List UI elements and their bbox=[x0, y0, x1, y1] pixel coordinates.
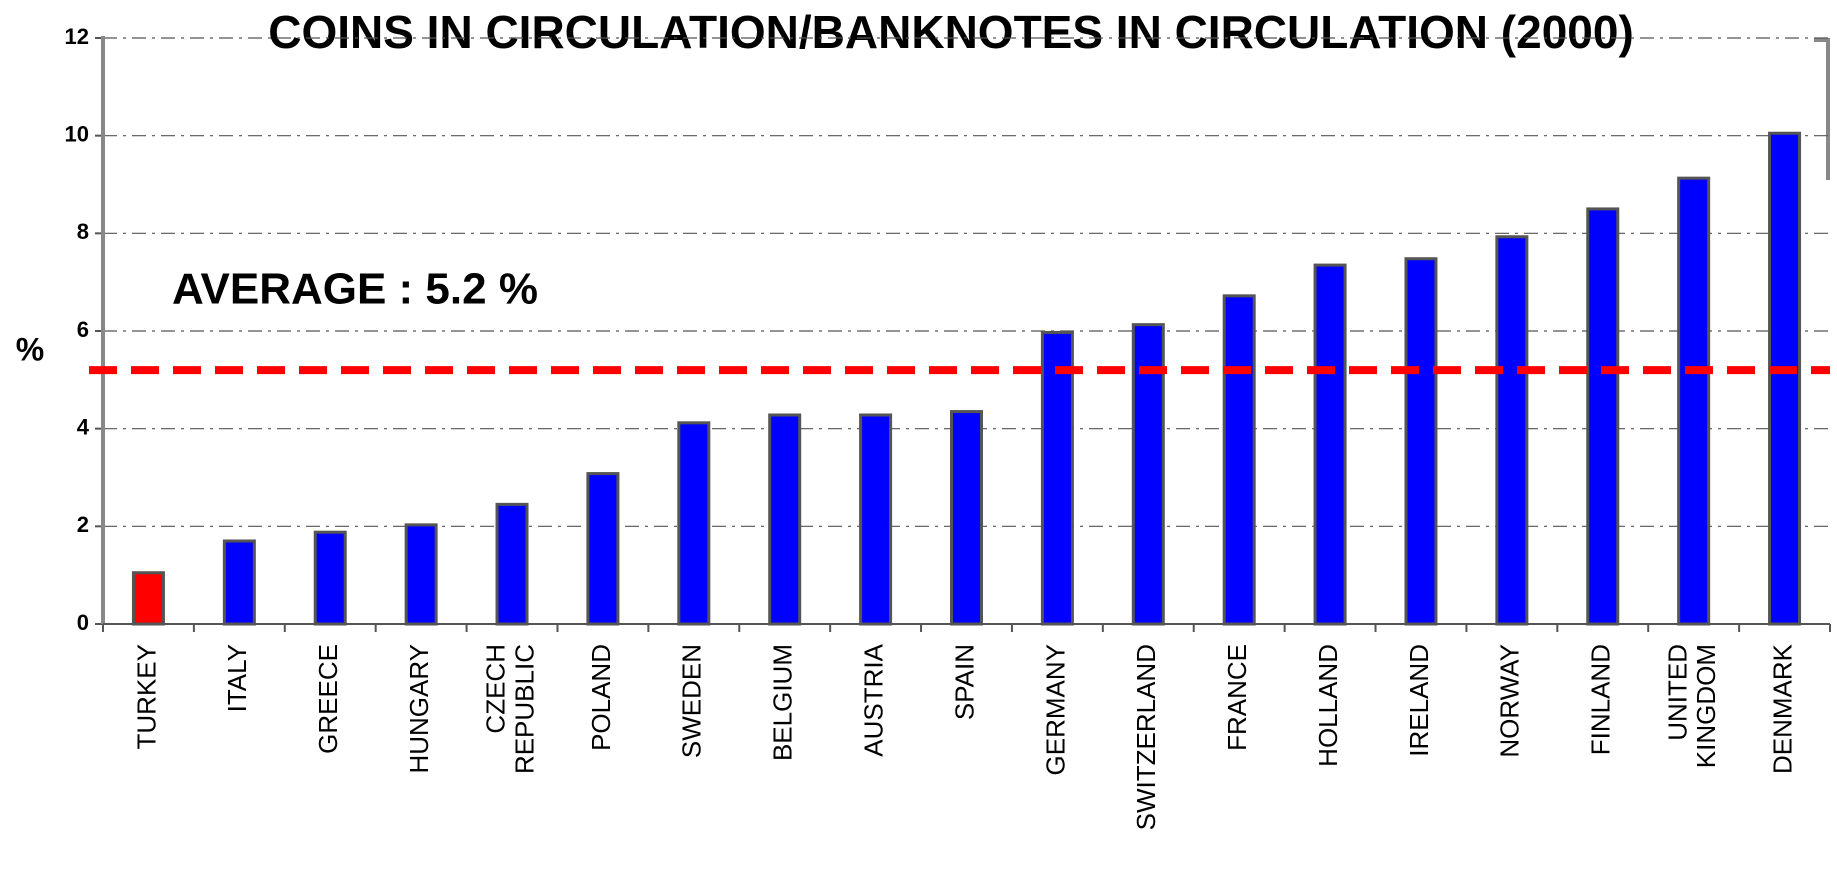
average-annotation: AVERAGE : 5.2 % bbox=[172, 265, 538, 314]
y-tick-label: 12 bbox=[65, 24, 89, 49]
y-tick-label: 2 bbox=[77, 512, 89, 537]
bar bbox=[1677, 176, 1711, 626]
x-tick-label: UNITEDKINGDOM bbox=[1662, 644, 1721, 768]
x-tick-label: FRANCE bbox=[1222, 644, 1252, 751]
x-tick-label: HUNGARY bbox=[404, 644, 434, 774]
y-tick-label: 6 bbox=[77, 317, 89, 342]
bar bbox=[313, 530, 347, 626]
frame-corner bbox=[1814, 38, 1830, 180]
bar bbox=[768, 413, 802, 626]
x-tick-label: SPAIN bbox=[949, 644, 979, 720]
bar bbox=[1040, 330, 1074, 626]
bar bbox=[586, 472, 620, 626]
bar bbox=[1768, 131, 1802, 626]
x-tick-label: SWEDEN bbox=[677, 644, 707, 758]
x-tick-label: GERMANY bbox=[1040, 644, 1070, 775]
bar bbox=[1586, 207, 1620, 626]
bar bbox=[1222, 294, 1256, 626]
x-tick-label: ITALY bbox=[222, 644, 252, 712]
y-tick-label: 8 bbox=[77, 219, 89, 244]
x-tick-label: FINLAND bbox=[1586, 644, 1616, 755]
bar bbox=[495, 502, 529, 626]
x-tick-label: IRELAND bbox=[1404, 644, 1434, 757]
x-tick-label: AUSTRIA bbox=[858, 643, 888, 756]
bar bbox=[859, 413, 893, 626]
x-tick-label: POLAND bbox=[586, 644, 616, 751]
x-tick-label: CZECHREPUBLIC bbox=[481, 644, 540, 774]
x-tick-label: NORWAY bbox=[1495, 644, 1525, 758]
bar bbox=[131, 571, 165, 626]
bar bbox=[1404, 257, 1438, 626]
bar bbox=[950, 410, 983, 626]
x-tick-label: TURKEY bbox=[131, 644, 161, 749]
x-tick-label: DENMARK bbox=[1767, 643, 1797, 774]
bar bbox=[1131, 323, 1165, 626]
y-axis-label: % bbox=[16, 331, 44, 367]
bar bbox=[677, 421, 711, 626]
chart-title: COINS IN CIRCULATION/BANKNOTES IN CIRCUL… bbox=[268, 6, 1634, 58]
bar bbox=[1313, 263, 1347, 626]
x-tick-label: BELGIUM bbox=[768, 644, 798, 761]
x-tick-label: GREECE bbox=[313, 644, 343, 754]
bar bbox=[1495, 235, 1529, 626]
bar bbox=[404, 523, 438, 626]
x-tick-label: SWITZERLAND bbox=[1131, 644, 1161, 830]
x-tick-label: HOLLAND bbox=[1313, 644, 1343, 767]
bar bbox=[222, 539, 256, 626]
y-tick-label: 10 bbox=[65, 121, 89, 146]
y-tick-label: 0 bbox=[77, 610, 89, 635]
y-tick-label: 4 bbox=[77, 414, 90, 439]
